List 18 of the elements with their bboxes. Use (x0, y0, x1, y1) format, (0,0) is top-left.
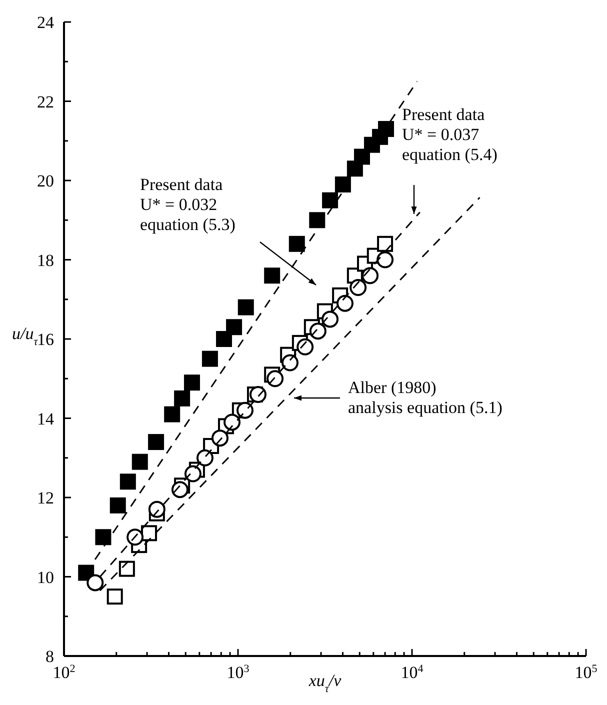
y-tick-label: 24 (37, 13, 54, 32)
y-tick-label: 22 (37, 92, 54, 112)
y-tick-label: 16 (37, 330, 54, 349)
y-tick-label: 18 (37, 250, 54, 270)
y-tick-label: 8 (46, 647, 54, 666)
y-axis-title: u/u$_{τ}$ (12, 324, 39, 348)
annotation: Present data U* = 0.037 equation (5.4) (402, 105, 498, 164)
y-tick-label: 12 (37, 488, 54, 508)
annotation: Present data U* = 0.032 equation (5.3) (140, 175, 236, 234)
x-tick-label: 10$^{2}$ (52, 663, 76, 682)
x-tick-label: 10$^{3}$ (226, 663, 250, 682)
y-tick-label: 10 (37, 568, 54, 587)
x-tick-label: 10$^{4}$ (400, 663, 424, 682)
x-axis-title: xu$_{τ}$/ν (308, 671, 342, 695)
y-tick-label: 20 (37, 172, 54, 190)
x-tick-label: 10$^{5}$ (574, 663, 598, 682)
annotation: Alber (1980) analysis equation (5.1) (348, 378, 502, 417)
y-tick-label: 14 (37, 409, 54, 428)
